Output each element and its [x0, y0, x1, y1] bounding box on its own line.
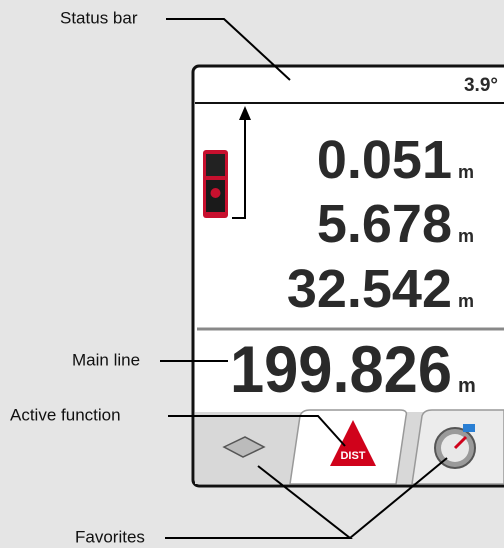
active-function: DIST: [340, 450, 365, 462]
measurement-value: 32.542: [287, 259, 452, 319]
callout-label: Active function: [10, 405, 121, 424]
measurement-unit: m: [458, 162, 474, 182]
tilt-angle: 3.9°: [464, 75, 498, 96]
page: 3.9° 0.051 m 5.678 m 32.542 m 199.826 m …: [0, 0, 504, 548]
main-unit: m: [458, 375, 476, 397]
measurement-value: 0.051: [317, 130, 452, 190]
callout-label: Main line: [72, 350, 140, 369]
measurement-unit: m: [458, 226, 474, 246]
measurement-unit: m: [458, 291, 474, 311]
measurement-value: 5.678: [317, 194, 452, 254]
callout-label: Status bar: [60, 8, 138, 27]
main-value: 199.826: [230, 332, 452, 406]
diagram: 3.9° 0.051 m 5.678 m 32.542 m 199.826 m …: [0, 0, 504, 548]
device-icon: [203, 150, 228, 218]
callout-label: Favorites: [75, 527, 145, 546]
